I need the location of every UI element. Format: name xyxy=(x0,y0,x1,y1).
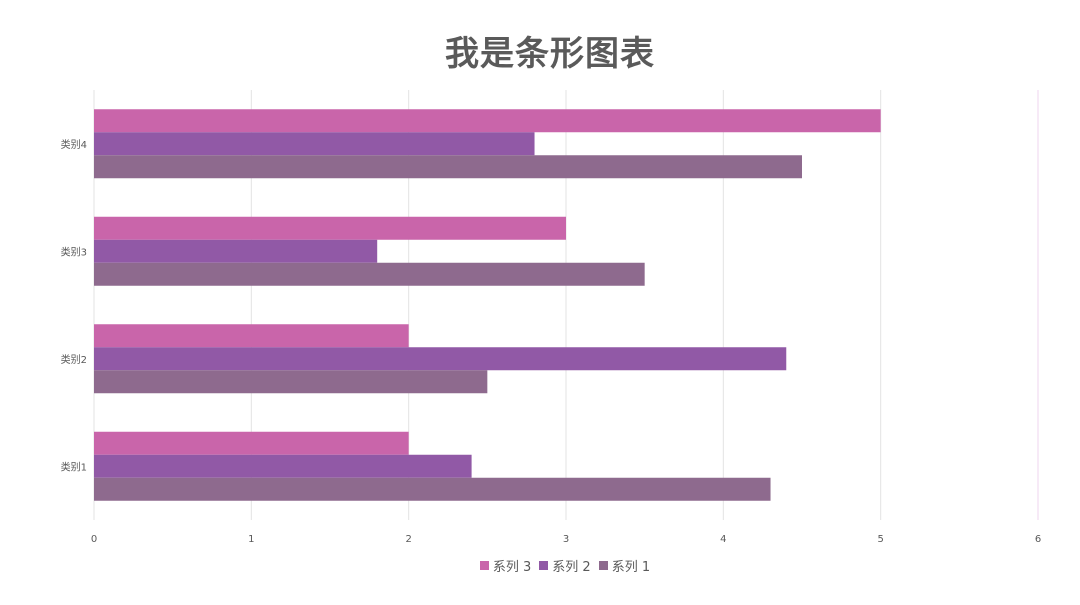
category-label: 类别1 xyxy=(61,460,87,473)
legend-item: 系列 3 xyxy=(479,556,532,575)
x-tick-label: 3 xyxy=(563,534,569,545)
bar-系列3-类别4 xyxy=(94,109,881,133)
legend: 系列 3 系列 2 系列 1 xyxy=(0,556,1080,575)
legend-label: 系列 3 xyxy=(492,560,532,575)
bar-系列1-类别2 xyxy=(94,370,488,394)
x-tick-label: 2 xyxy=(405,534,411,545)
bar-系列2-类别1 xyxy=(94,454,472,478)
bar-系列2-类别2 xyxy=(94,347,787,371)
x-tick-label: 4 xyxy=(720,534,726,545)
bar-系列1-类别3 xyxy=(94,262,645,286)
bar-系列3-类别1 xyxy=(94,431,409,455)
x-tick-label: 1 xyxy=(248,534,254,545)
legend-swatch xyxy=(539,561,549,570)
category-label: 类别3 xyxy=(61,245,87,258)
bar-系列1-类别4 xyxy=(94,155,802,179)
x-tick-labels: 0 1 2 3 4 5 6 xyxy=(91,534,1041,545)
x-tick-label: 6 xyxy=(1035,534,1041,545)
bar-系列3-类别3 xyxy=(94,216,566,240)
bar-系列3-类别2 xyxy=(94,324,409,348)
bars xyxy=(94,109,881,501)
category-labels: 类别1 类别2 类别3 类别4 xyxy=(61,138,87,474)
legend-item: 系列 1 xyxy=(598,556,651,575)
x-tick-label: 0 xyxy=(91,534,97,545)
bar-系列2-类别4 xyxy=(94,132,535,156)
bar-系列2-类别3 xyxy=(94,239,378,263)
category-label: 类别4 xyxy=(61,138,87,151)
x-tick-label: 5 xyxy=(877,534,883,545)
legend-swatch xyxy=(479,561,489,570)
category-label: 类别2 xyxy=(61,353,87,366)
legend-item: 系列 2 xyxy=(539,556,591,575)
bar-系列1-类别1 xyxy=(94,477,771,501)
legend-label: 系列 1 xyxy=(611,560,651,575)
chart-title: 我是条形图表 xyxy=(445,34,655,74)
legend-swatch xyxy=(598,561,608,570)
legend-label: 系列 2 xyxy=(552,560,591,575)
